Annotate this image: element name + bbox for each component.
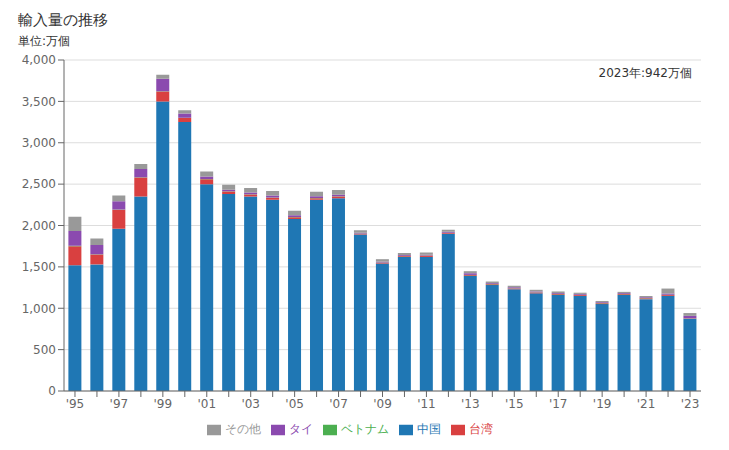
svg-text:'97: '97 <box>110 397 129 411</box>
svg-text:'99: '99 <box>154 397 173 411</box>
svg-text:3,500: 3,500 <box>22 95 56 109</box>
svg-text:'09: '09 <box>373 397 392 411</box>
svg-text:4,000: 4,000 <box>22 53 56 67</box>
svg-text:'13: '13 <box>461 397 480 411</box>
svg-text:'03: '03 <box>241 397 260 411</box>
svg-text:0: 0 <box>48 384 56 398</box>
svg-text:'15: '15 <box>505 397 524 411</box>
svg-text:'11: '11 <box>417 397 436 411</box>
html-text:輸入量の推移: 輸入量の推移 <box>18 11 108 29</box>
svg-text:'23: '23 <box>681 397 700 411</box>
html-text:中国: 中国 <box>416 422 441 436</box>
html-text:ベトナム: ベトナム <box>340 422 389 436</box>
html-text:その他: その他 <box>224 422 261 436</box>
svg-text:'95: '95 <box>66 397 85 411</box>
html-text:台湾: 台湾 <box>468 422 493 436</box>
svg-text:1,000: 1,000 <box>22 302 56 316</box>
svg-text:'19: '19 <box>593 397 612 411</box>
svg-text:'01: '01 <box>197 397 216 411</box>
svg-text:1,500: 1,500 <box>22 260 56 274</box>
svg-text:'07: '07 <box>329 397 348 411</box>
html-text:2023年:942万個: 2023年:942万個 <box>598 66 692 80</box>
svg-text:'21: '21 <box>637 397 656 411</box>
svg-text:'05: '05 <box>285 397 304 411</box>
svg-text:500: 500 <box>33 343 56 357</box>
html-text:タイ: タイ <box>288 422 313 436</box>
svg-text:2,500: 2,500 <box>22 177 56 191</box>
svg-text:2,000: 2,000 <box>22 219 56 233</box>
svg-text:3,000: 3,000 <box>22 136 56 150</box>
svg-text:'17: '17 <box>549 397 568 411</box>
html-text:単位:万個: 単位:万個 <box>18 34 70 48</box>
